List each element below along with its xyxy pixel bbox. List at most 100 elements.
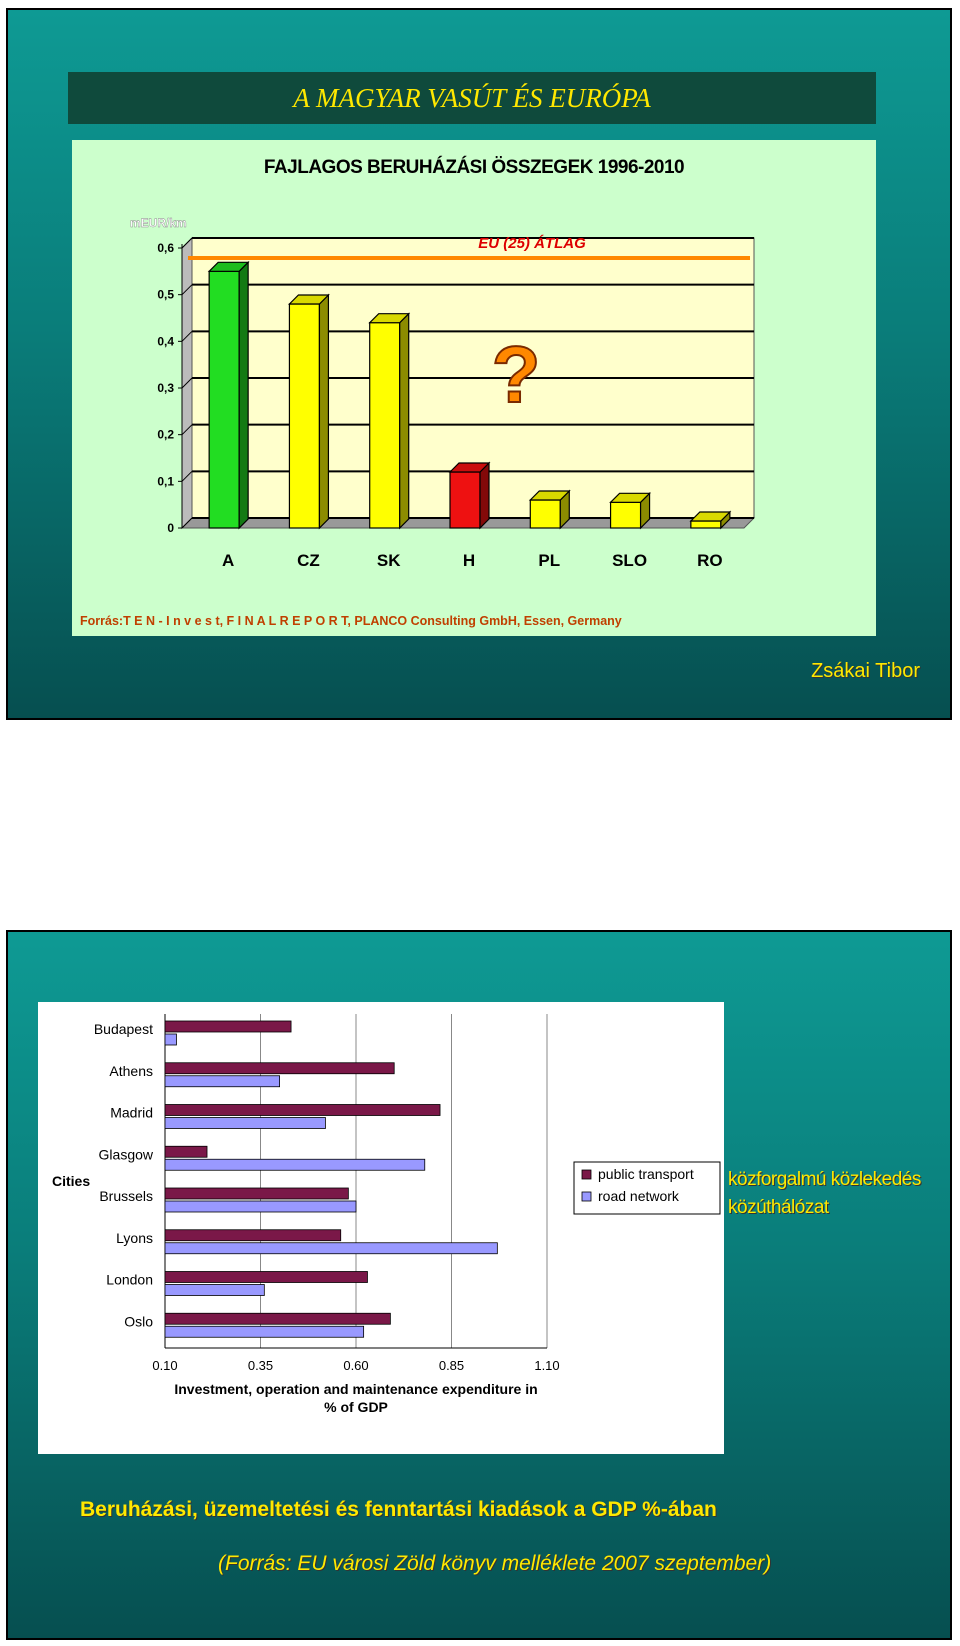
y-tick-label: Oslo xyxy=(124,1313,153,1329)
gridline-connector xyxy=(181,237,193,249)
y-axis-label: Cities xyxy=(52,1173,90,1189)
bar-slo xyxy=(609,491,652,530)
bar-top xyxy=(689,511,732,522)
bar-sk xyxy=(368,312,411,530)
legend-label: road network xyxy=(598,1188,680,1204)
bar-side xyxy=(318,293,330,530)
x-tick-label: 1.10 xyxy=(534,1358,559,1373)
bar-front xyxy=(369,322,401,529)
gridline-connector xyxy=(181,330,193,342)
bar-budapest-road-network xyxy=(164,1033,177,1046)
legend-box xyxy=(573,1161,721,1215)
x-tick-label: A xyxy=(222,551,234,570)
chart-1-title: FAJLAGOS BERUHÁZÁSI ÖSSZEGEK 1996-2010 xyxy=(263,157,685,178)
bar-lyons-road-network xyxy=(164,1242,498,1255)
side-label-road-network: közúthálózat xyxy=(728,1197,829,1218)
question-mark-annotation: ? xyxy=(492,330,541,419)
slide-2: 0.10 0.35 0.60 0.85 1.10 Budapest Athens Madrid… xyxy=(6,930,952,1640)
legend-swatch xyxy=(581,1191,592,1202)
gridline-connector xyxy=(181,424,193,436)
bar-h xyxy=(448,461,491,530)
bar-london-public-transport xyxy=(164,1271,368,1283)
bar-front xyxy=(529,499,561,529)
gridline-connector xyxy=(181,284,193,296)
x-tick-label: SLO xyxy=(612,551,647,570)
x-tick-label: 0.35 xyxy=(248,1358,273,1373)
bar-oslo-public-transport xyxy=(164,1312,391,1325)
side-labels: közforgalmú közlekedés közúthálózat xyxy=(728,1166,921,1222)
y-tick-label: 0,5 xyxy=(157,288,174,302)
bar-front xyxy=(449,471,481,529)
bar-front xyxy=(609,501,642,529)
slide-1: A MAGYAR VASÚT ÉS EURÓPA FAJLAGOS BERUHÁ… xyxy=(6,8,952,720)
chart-panel-1: FAJLAGOS BERUHÁZÁSI ÖSSZEGEK 1996-2010 0… xyxy=(72,140,876,636)
bar-athens-public-transport xyxy=(164,1062,395,1075)
slide-title-bar: A MAGYAR VASÚT ÉS EURÓPA xyxy=(68,72,876,124)
reference-line-label: EU (25) ÁTLAG xyxy=(478,235,586,252)
gridline-connector xyxy=(181,377,193,389)
bar-london-road-network xyxy=(164,1284,265,1296)
bar-budapest-public-transport xyxy=(164,1020,292,1033)
x-tick-label: 0.60 xyxy=(343,1358,368,1373)
chart-1: 0 0,1 0,2 0,3 0,4 0,5 0,6 mEUR/km EU (25) ÁTLAG A… xyxy=(130,216,756,570)
y-axis-label: mEUR/km xyxy=(130,216,187,230)
x-tick-label: 0.10 xyxy=(152,1358,177,1373)
bar-madrid-road-network xyxy=(164,1117,326,1129)
x-axis-label-line-2: % of GDP xyxy=(324,1399,388,1415)
legend-label: public transport xyxy=(598,1166,694,1182)
side-label-public-transport: közforgalmú közlekedés xyxy=(728,1169,921,1190)
y-tick-label: Lyons xyxy=(116,1230,153,1246)
x-tick-label: RO xyxy=(697,551,723,570)
y-tick-label: Athens xyxy=(109,1063,153,1079)
slide-2-caption: Beruházási, üzemeltetési és fenntartási … xyxy=(80,1498,717,1521)
gridline-connector xyxy=(181,470,193,482)
gridline-connector xyxy=(181,517,193,529)
y-tick-label: 0,2 xyxy=(157,428,174,442)
author-name: Zsákai Tibor xyxy=(811,660,920,682)
bar-top xyxy=(287,294,330,305)
chart-panel-2: 0.10 0.35 0.60 0.85 1.10 Budapest Athens Madrid… xyxy=(38,1002,724,1454)
bar-front xyxy=(288,303,321,529)
bar-madrid-public-transport xyxy=(164,1104,441,1116)
y-tick-label: 0,4 xyxy=(157,334,174,348)
bar-ro xyxy=(689,510,732,530)
bar-glasgow-road-network xyxy=(164,1158,426,1171)
bar-pl xyxy=(528,489,571,530)
bar-oslo-road-network xyxy=(164,1325,365,1338)
bar-brussels-road-network xyxy=(164,1200,357,1213)
y-tick-label: 0 xyxy=(167,521,174,535)
bar-front xyxy=(690,520,722,529)
bar-cz xyxy=(287,293,330,530)
chart-1-source: Forrás:T E N - I n v e s t, F I N A L R … xyxy=(80,614,622,628)
bar-top xyxy=(368,313,411,324)
y-tick-label: Budapest xyxy=(94,1021,153,1037)
bar-brussels-public-transport xyxy=(164,1187,349,1200)
x-tick-label: 0.85 xyxy=(439,1358,464,1373)
y-tick-label: 0,1 xyxy=(157,474,174,488)
bar-athens-road-network xyxy=(164,1075,280,1088)
bar-top xyxy=(609,492,652,503)
y-tick-label: Madrid xyxy=(110,1105,153,1121)
y-tick-label: 0,3 xyxy=(157,381,174,395)
chart-2: 0.10 0.35 0.60 0.85 1.10 Budapest Athens Madrid… xyxy=(52,1014,721,1415)
x-tick-label: H xyxy=(463,551,475,570)
bar-a xyxy=(207,260,250,530)
y-tick-label: Glasgow xyxy=(99,1146,154,1162)
x-tick-label: PL xyxy=(538,551,560,570)
bar-top xyxy=(528,490,571,501)
legend: public transport road network xyxy=(573,1161,721,1215)
bar-top xyxy=(448,462,491,473)
bar-top xyxy=(207,261,250,272)
y-tick-label: 0,6 xyxy=(157,241,174,255)
x-axis-label-line-1: Investment, operation and maintenance ex… xyxy=(174,1381,537,1397)
slide-2-source: (Forrás: EU városi Zöld könyv melléklete… xyxy=(218,1552,772,1575)
slide-title: A MAGYAR VASÚT ÉS EURÓPA xyxy=(293,82,651,113)
x-tick-label: SK xyxy=(377,551,401,570)
bar-side xyxy=(399,312,410,530)
bar-side xyxy=(238,260,249,530)
bar-side xyxy=(479,461,490,530)
bar-front xyxy=(208,270,240,529)
x-tick-label: CZ xyxy=(297,551,320,570)
y-tick-label: Brussels xyxy=(99,1188,153,1204)
bar-lyons-public-transport xyxy=(164,1229,342,1242)
